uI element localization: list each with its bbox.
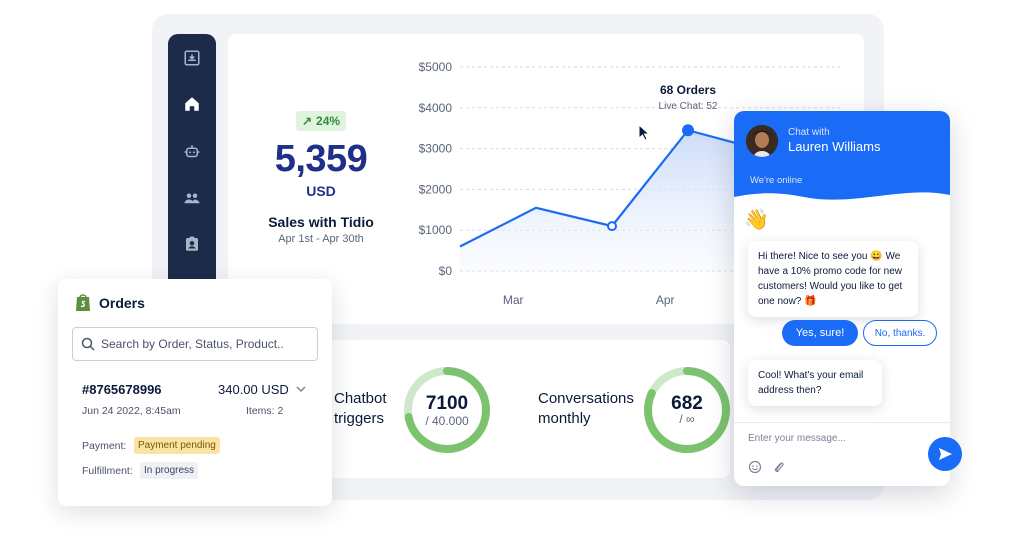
y-tick-label: $1000 xyxy=(419,223,453,237)
sales-currency: USD xyxy=(306,183,336,199)
sales-date-range: Apr 1st - Apr 30th xyxy=(278,233,364,245)
growth-badge: ↗ 24% xyxy=(296,111,346,131)
send-message-button[interactable] xyxy=(928,437,962,471)
no-thanks-button[interactable]: No, thanks. xyxy=(863,320,937,346)
attachment-icon[interactable] xyxy=(772,460,786,474)
yes-sure-button[interactable]: Yes, sure! xyxy=(782,320,858,346)
chatbot-triggers-ring xyxy=(404,367,490,453)
chat-divider xyxy=(734,422,950,423)
cursor-icon xyxy=(638,123,651,141)
y-tick-label: $4000 xyxy=(419,101,453,115)
fulfillment-status-badge: In progress xyxy=(140,462,199,479)
chat-with-label: Chat with xyxy=(788,127,830,138)
orders-title: Orders xyxy=(99,295,145,311)
growth-value: 24% xyxy=(316,114,341,128)
online-status: We're online xyxy=(750,175,803,186)
conversations-value: 682 xyxy=(671,393,703,414)
stats-panel xyxy=(320,340,730,478)
agent-message-promo: Hi there! Nice to see you 😀 We have a 10… xyxy=(748,241,918,317)
home-icon[interactable] xyxy=(180,92,204,116)
contacts-icon[interactable] xyxy=(180,186,204,210)
chatbot-triggers-limit: / 40.000 xyxy=(425,414,469,428)
order-amount: 340.00 USD xyxy=(218,382,289,397)
x-tick-label: Apr xyxy=(656,293,675,307)
conversations-ring xyxy=(644,367,730,453)
order-date: Jun 24 2022, 8:45am xyxy=(82,405,181,417)
order-id[interactable]: #8765678996 xyxy=(82,382,162,397)
chart-tooltip-title: 68 Orders xyxy=(660,83,716,97)
order-search-input[interactable] xyxy=(101,337,311,351)
wave-emoji: 👋 xyxy=(744,209,769,231)
search-icon xyxy=(81,337,95,351)
y-tick-label: $3000 xyxy=(419,142,453,156)
inbox-icon[interactable] xyxy=(180,46,204,70)
y-tick-label: $5000 xyxy=(419,60,453,74)
chat-widget: Chat with Lauren Williams We're online 👋… xyxy=(734,111,950,486)
chart-area xyxy=(460,130,764,271)
trend-up-icon: ↗ xyxy=(301,114,313,128)
payment-status-badge: Payment pending xyxy=(134,437,220,454)
order-search-box xyxy=(72,327,318,361)
y-tick-label: $0 xyxy=(439,264,453,278)
conversations-limit: / ∞ xyxy=(679,412,695,426)
y-tick-label: $2000 xyxy=(419,182,453,196)
chatbot-triggers-value: 7100 xyxy=(425,393,469,414)
chevron-down-icon[interactable] xyxy=(294,382,308,396)
agent-avatar xyxy=(746,125,778,157)
x-tick-label: Mar xyxy=(503,293,524,307)
chat-header xyxy=(734,111,950,200)
chart-point-highlight[interactable] xyxy=(682,124,694,137)
order-items: Items: 2 xyxy=(246,405,284,417)
agent-message-email: Cool! What's your email address then? xyxy=(748,360,882,406)
sales-value: 5,359 xyxy=(274,138,368,180)
send-icon xyxy=(939,448,952,460)
conversations-monthly-label: Conversations monthly xyxy=(538,390,634,427)
shopify-bag-icon xyxy=(76,294,90,311)
sales-line-chart: $5000 $4000 $3000 $2000 $1000 $0 Mar Apr 68 Or… xyxy=(419,60,840,307)
payment-label: Payment: xyxy=(82,440,127,452)
profile-card-icon[interactable] xyxy=(180,232,204,256)
bot-icon[interactable] xyxy=(180,140,204,164)
chat-message-input[interactable] xyxy=(748,433,918,444)
chart-point[interactable] xyxy=(607,221,617,232)
sales-title: Sales with Tidio xyxy=(268,214,374,230)
sidebar xyxy=(168,34,216,320)
chatbot-triggers-label: Chatbot triggers xyxy=(334,390,387,427)
emoji-icon[interactable] xyxy=(748,460,762,474)
agent-name: Lauren Williams xyxy=(788,139,881,154)
fulfillment-label: Fulfillment: xyxy=(82,465,133,477)
chart-tooltip-subtitle: Live Chat: 52 xyxy=(659,101,718,112)
